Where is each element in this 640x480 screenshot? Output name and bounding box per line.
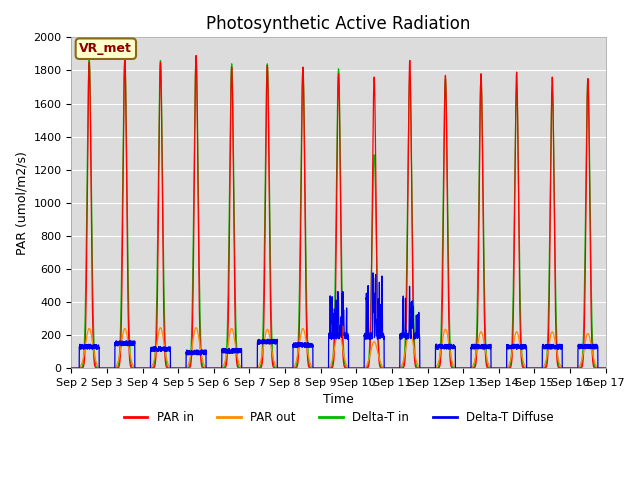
Y-axis label: PAR (umol/m2/s): PAR (umol/m2/s): [15, 151, 28, 255]
Text: VR_met: VR_met: [79, 42, 132, 55]
Title: Photosynthetic Active Radiation: Photosynthetic Active Radiation: [206, 15, 471, 33]
Legend: PAR in, PAR out, Delta-T in, Delta-T Diffuse: PAR in, PAR out, Delta-T in, Delta-T Dif…: [119, 406, 558, 429]
X-axis label: Time: Time: [323, 394, 354, 407]
